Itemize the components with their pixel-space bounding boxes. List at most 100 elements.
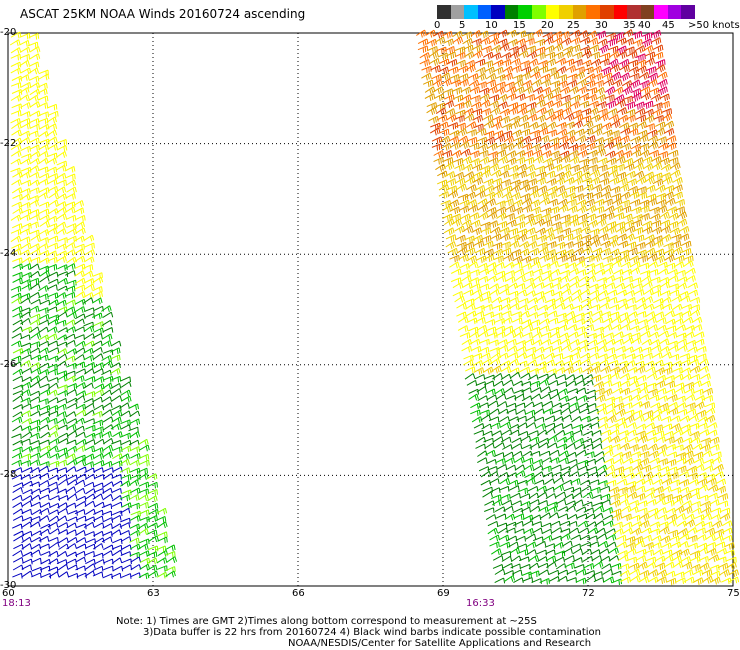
wind-barb <box>585 213 597 222</box>
wind-barb-glyph <box>494 134 506 143</box>
wind-barb <box>642 156 653 164</box>
wind-barb-glyph <box>691 316 703 324</box>
wind-barb-glyph <box>525 415 536 422</box>
wind-barb <box>653 297 664 305</box>
wind-barb <box>659 93 670 102</box>
wind-barb <box>643 114 655 123</box>
wind-barb-glyph <box>704 414 716 423</box>
wind-barb-glyph <box>82 270 94 278</box>
wind-barb-glyph <box>603 78 615 87</box>
wind-barb-glyph <box>616 233 628 242</box>
wind-barb <box>464 235 475 243</box>
wind-barb <box>13 482 24 488</box>
wind-barb <box>47 284 58 290</box>
wind-barb-glyph <box>616 421 628 429</box>
wind-barb <box>516 346 527 353</box>
wind-barb-glyph <box>46 306 58 313</box>
wind-barb-glyph <box>500 241 511 249</box>
wind-barb <box>29 46 41 53</box>
wind-barb <box>636 311 647 318</box>
wind-barb-glyph <box>588 422 600 428</box>
wind-barb <box>609 366 621 374</box>
wind-barb-glyph <box>523 338 535 346</box>
wind-barb <box>66 186 77 194</box>
wind-barb <box>508 290 519 298</box>
wind-barb <box>20 438 31 445</box>
wind-barb-glyph <box>83 382 94 389</box>
wind-barb-glyph <box>506 86 517 95</box>
wind-barb-glyph <box>659 281 670 289</box>
wind-barb-glyph <box>667 275 679 282</box>
wind-barb <box>665 443 676 451</box>
wind-barb <box>468 393 479 401</box>
wind-barb <box>580 234 592 242</box>
wind-barb-glyph <box>46 136 58 144</box>
wind-barb-glyph <box>64 285 76 293</box>
wind-barb-glyph <box>21 222 32 230</box>
wind-barb-glyph <box>19 32 31 40</box>
wind-barb-glyph <box>486 211 498 220</box>
wind-barb-glyph <box>472 234 484 243</box>
wind-barb-glyph <box>490 352 502 360</box>
legend-swatch <box>464 5 478 19</box>
wind-barb <box>84 307 95 314</box>
wind-barb-glyph <box>543 282 554 289</box>
wind-barb <box>57 374 68 382</box>
wind-barb <box>46 263 58 271</box>
wind-barb <box>552 353 564 360</box>
wind-barb <box>138 501 149 509</box>
wind-barb-glyph <box>75 409 87 417</box>
wind-barb-glyph <box>608 114 620 123</box>
wind-barb <box>626 375 638 383</box>
wind-barb <box>680 240 692 249</box>
wind-barb <box>497 29 508 38</box>
wind-barb <box>602 449 614 457</box>
wind-barb <box>505 157 517 166</box>
wind-barb-glyph <box>597 108 608 116</box>
wind-barb-glyph <box>655 374 667 382</box>
wind-barb-glyph <box>563 248 575 257</box>
wind-barb <box>478 402 489 409</box>
wind-barb <box>119 467 131 474</box>
wind-barb <box>495 275 507 282</box>
wind-barb-glyph <box>532 458 543 466</box>
wind-barb <box>656 205 668 214</box>
wind-barb-glyph <box>11 223 23 230</box>
wind-barb-glyph <box>602 267 614 275</box>
wind-barb-glyph <box>128 494 140 501</box>
wind-barb-glyph <box>583 127 594 136</box>
wind-barb-glyph <box>620 205 632 214</box>
wind-barb-glyph <box>466 136 478 145</box>
wind-barb-glyph <box>568 275 580 283</box>
wind-barb <box>20 179 32 187</box>
wind-barb <box>49 437 60 445</box>
wind-barb <box>491 169 502 178</box>
wind-barb-glyph <box>39 543 50 550</box>
wind-barb <box>551 31 563 39</box>
wind-barb <box>93 321 104 328</box>
wind-barb <box>459 332 471 339</box>
wind-barb-glyph <box>504 213 515 221</box>
wind-barb-glyph <box>574 71 585 80</box>
wind-barb-glyph <box>660 163 672 172</box>
wind-barb <box>626 304 637 311</box>
wind-barb-glyph <box>613 338 624 346</box>
wind-barb-glyph <box>490 106 501 116</box>
wind-barb <box>525 290 536 297</box>
wind-barb-glyph <box>442 30 453 39</box>
wind-barb-glyph <box>609 311 620 319</box>
wind-barb <box>650 93 662 102</box>
wind-barb <box>500 52 512 60</box>
wind-barb-glyph <box>572 176 584 185</box>
wind-barb-glyph <box>637 129 648 138</box>
wind-barb-glyph <box>540 142 551 151</box>
wind-barb-glyph <box>455 52 466 60</box>
wind-barb-glyph <box>624 414 635 423</box>
wind-barb <box>583 66 594 74</box>
wind-barb <box>56 417 67 425</box>
wind-barb-glyph <box>621 451 632 459</box>
wind-barb <box>477 450 488 457</box>
wind-barb <box>600 240 611 249</box>
wind-barb <box>84 531 95 537</box>
wind-barb <box>101 510 113 517</box>
